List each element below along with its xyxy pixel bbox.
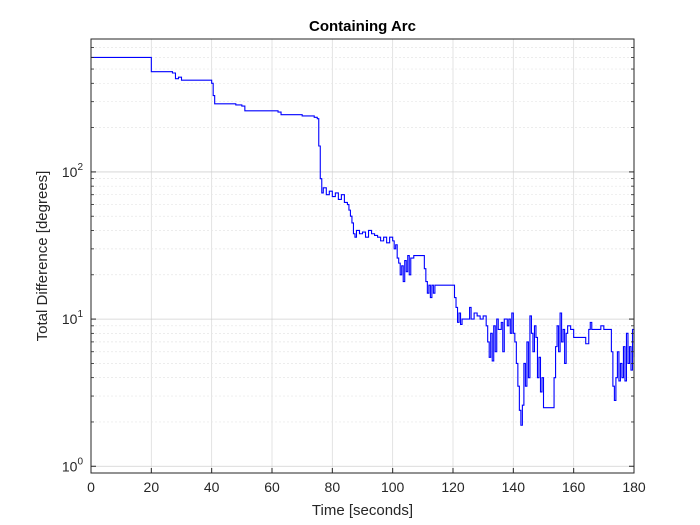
grid-layer	[91, 38, 634, 473]
chart-title: Containing Arc	[309, 18, 416, 35]
x-tick-label: 80	[325, 479, 341, 495]
series-line-0	[91, 56, 635, 426]
tick-layer: 0 20 40 60 80 100 120 140 160 180 100 101 102	[62, 38, 646, 495]
y-tick-label: 100	[62, 456, 84, 474]
x-tick-label: 0	[87, 479, 95, 495]
series-layer	[91, 56, 635, 426]
x-tick-label: 180	[622, 479, 646, 495]
y-tick-label: 102	[62, 162, 84, 180]
x-tick-label: 60	[264, 479, 280, 495]
y-tick-label: 101	[62, 309, 84, 327]
x-tick-label: 140	[502, 479, 526, 495]
x-tick-label: 100	[381, 479, 405, 495]
x-axis-label: Time [seconds]	[312, 502, 413, 519]
x-tick-label: 120	[441, 479, 465, 495]
plot-frame	[90, 38, 635, 474]
y-axis-label: Total Difference [degrees]	[34, 171, 51, 342]
x-tick-label: 20	[144, 479, 160, 495]
x-tick-label: 40	[204, 479, 220, 495]
x-tick-label: 160	[562, 479, 586, 495]
